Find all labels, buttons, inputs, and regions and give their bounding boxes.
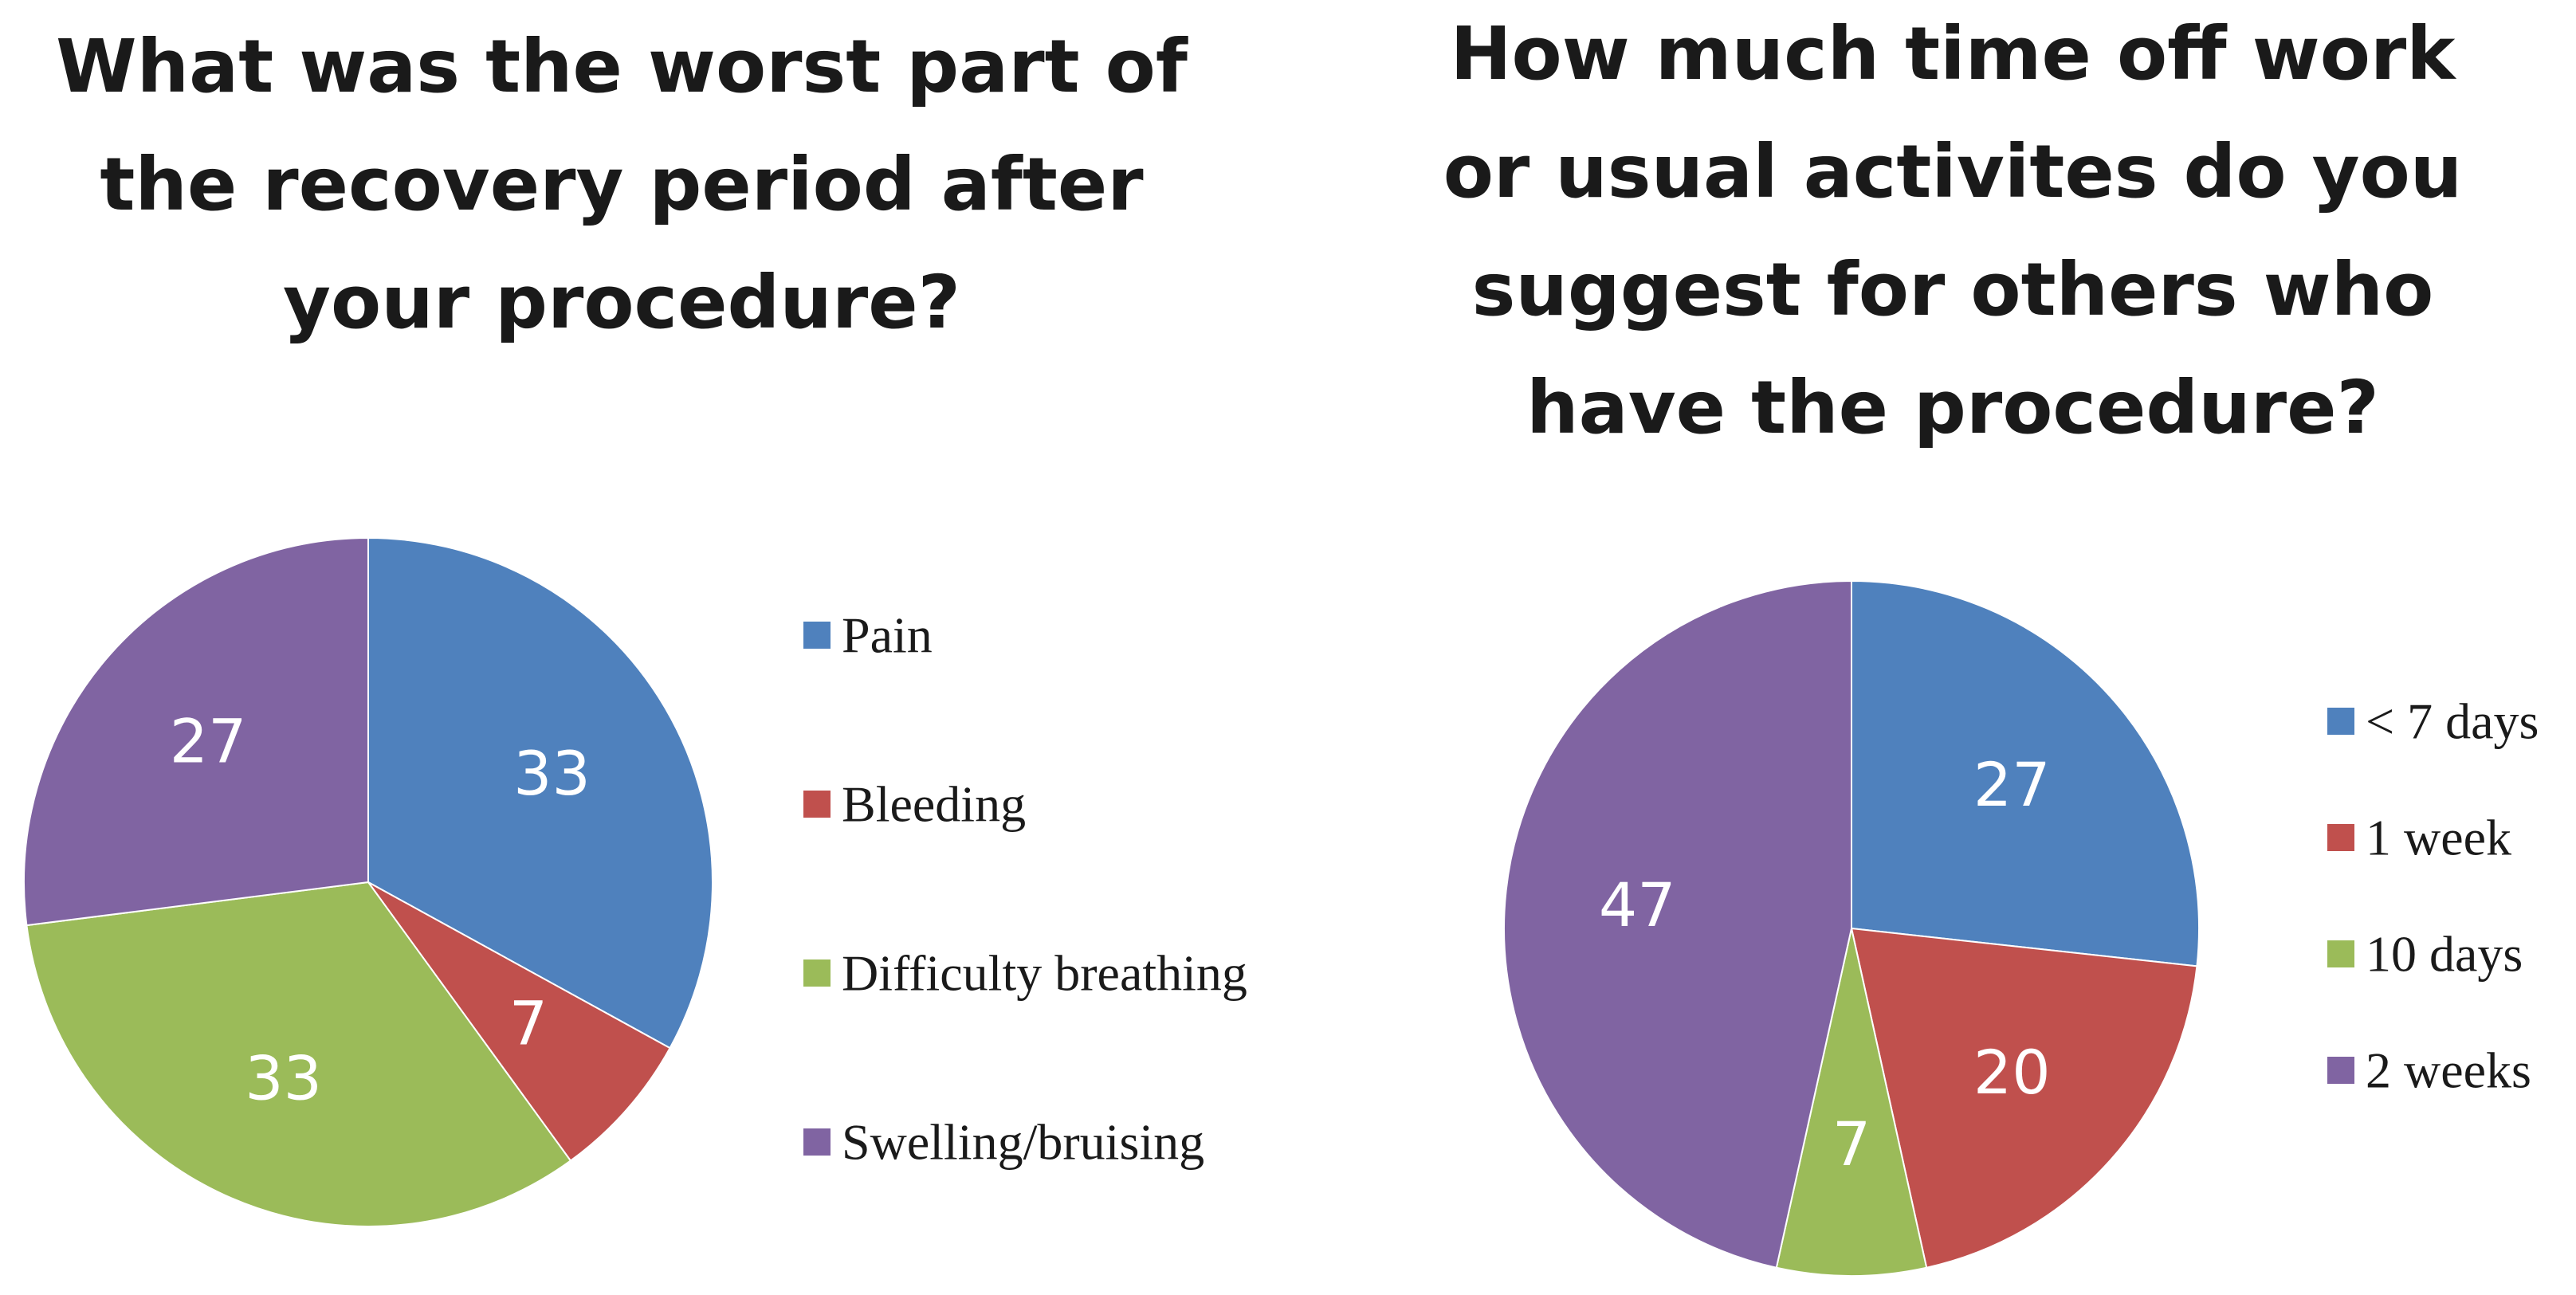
legend-swatch-pain	[803, 622, 831, 649]
pie-slice-swelling-bruising	[23, 536, 369, 927]
chart-title: What was the worst part of the recovery …	[56, 24, 1188, 345]
data-label-2-weeks: 47	[1599, 869, 1676, 940]
legend-swatch-10-days	[2327, 940, 2354, 967]
pie-slice-7-days	[1851, 579, 2200, 967]
legend-swatch-2-weeks	[2327, 1057, 2354, 1084]
data-label-1-week: 20	[1973, 1037, 2051, 1108]
data-label-swelling-bruising: 27	[170, 705, 247, 776]
pie-slice-bleeding	[367, 881, 671, 1162]
chart-title: How much time off work or usual activite…	[1443, 11, 2463, 450]
data-labels: 27 20 7 47	[1599, 749, 2051, 1179]
data-label-7-days: 27	[1973, 749, 2051, 820]
pie-chart-svg: 27 20 7 47 < 7 days 1 week 10 days 2 weeks	[1503, 579, 2539, 1277]
data-label-10-days: 7	[1832, 1109, 1871, 1179]
legend-swatch-bleeding	[803, 791, 831, 818]
pie-slices	[1503, 579, 2200, 1277]
legend-label-difficulty-breathing: Difficulty breathing	[842, 945, 1247, 1002]
legend-swatch-7-days	[2327, 708, 2354, 735]
data-label-difficulty-breathing: 33	[245, 1042, 322, 1113]
legend-label-pain: Pain	[842, 607, 933, 664]
pie-slice-2-weeks	[1503, 579, 1852, 1269]
legend-label-7-days: < 7 days	[2366, 693, 2539, 750]
data-labels: 33 7 33 27	[170, 705, 591, 1113]
legend-label-1-week: 1 week	[2366, 810, 2511, 866]
legend-swatch-swelling-bruising	[803, 1128, 831, 1156]
legend-label-10-days: 10 days	[2366, 926, 2523, 983]
legend: Pain Bleeding Difficulty breathing Swelling…	[803, 607, 1247, 1171]
data-label-pain: 33	[513, 738, 591, 809]
pie-slices	[23, 536, 713, 1227]
legend-label-bleeding: Bleeding	[842, 776, 1026, 833]
time-off-suggestion-chart: How much time off work or usual activite…	[1355, 0, 2576, 1295]
recovery-worst-part-chart: What was the worst part of the recovery …	[23, 24, 1247, 1227]
legend-swatch-1-week	[2327, 824, 2354, 851]
data-label-bleeding: 7	[509, 988, 548, 1059]
legend: < 7 days 1 week 10 days 2 weeks	[2327, 693, 2539, 1099]
legend-label-2-weeks: 2 weeks	[2366, 1042, 2531, 1099]
pie-chart-svg: 33 7 33 27 Pain Bleeding Difficulty breathing S…	[23, 536, 1247, 1227]
legend-swatch-difficulty-breathing	[803, 959, 831, 987]
pie-slice-1-week	[1850, 927, 2198, 1269]
pie-slice-pain	[367, 536, 713, 1050]
pie-slice-difficulty-breathing	[26, 881, 572, 1227]
pie-slice-10-days	[1775, 928, 1928, 1277]
legend-label-swelling-bruising: Swelling/bruising	[842, 1114, 1204, 1171]
